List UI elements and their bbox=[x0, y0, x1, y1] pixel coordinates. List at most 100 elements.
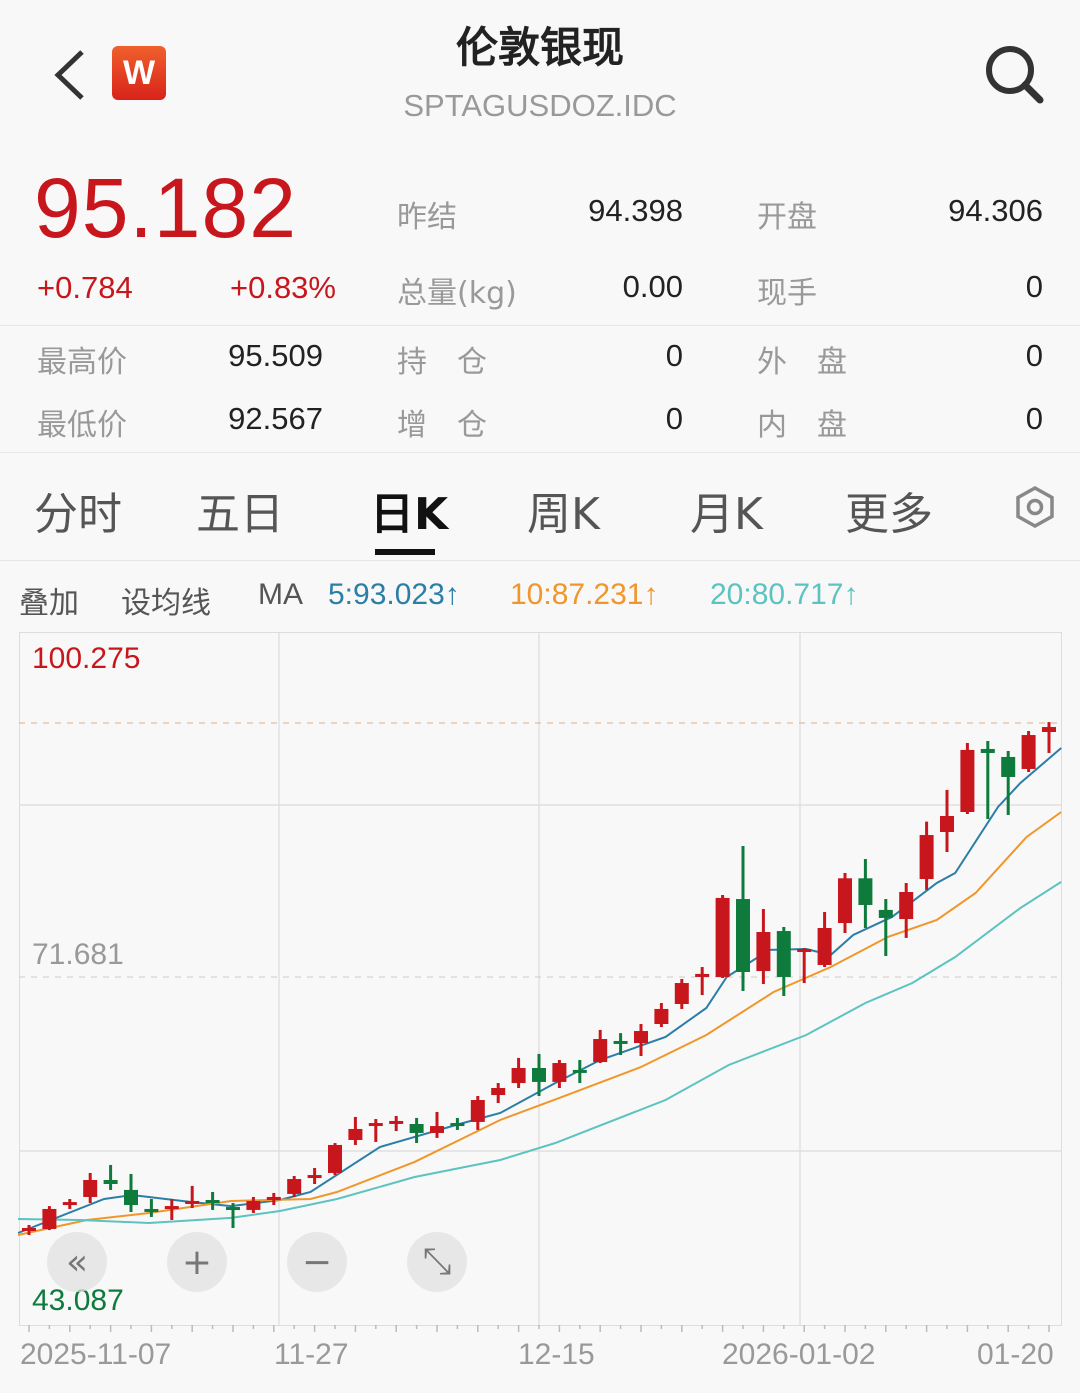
candle bbox=[572, 1060, 587, 1084]
candle bbox=[715, 895, 730, 978]
last-price: 95.182 bbox=[34, 161, 297, 255]
candle bbox=[42, 1206, 57, 1231]
candle-body bbox=[205, 1200, 220, 1203]
candle bbox=[164, 1199, 179, 1220]
candle bbox=[368, 1119, 383, 1142]
x-axis-label: 2026-01-02 bbox=[722, 1338, 876, 1371]
tab-more[interactable]: 更多 bbox=[845, 489, 933, 540]
candle-body bbox=[511, 1068, 526, 1084]
scroll-left-button[interactable]: « bbox=[47, 1232, 107, 1292]
candle bbox=[919, 821, 934, 890]
candle-body bbox=[858, 878, 873, 905]
ma-label: MA bbox=[258, 578, 303, 611]
candle-body bbox=[776, 931, 791, 977]
candle bbox=[226, 1203, 240, 1228]
candle bbox=[980, 740, 995, 820]
candle-body bbox=[1021, 735, 1036, 769]
candle bbox=[185, 1185, 200, 1208]
zoom-in-button[interactable]: + bbox=[167, 1232, 227, 1292]
stat-value-high: 95.509 bbox=[228, 338, 323, 373]
candles bbox=[22, 722, 1056, 1236]
candle bbox=[450, 1117, 465, 1130]
candle bbox=[1021, 731, 1036, 772]
stat-label-inner: 内 盘 bbox=[757, 408, 847, 443]
candle-body bbox=[715, 897, 730, 977]
divider bbox=[0, 325, 1080, 326]
candle bbox=[389, 1116, 404, 1132]
tab-weekly-k[interactable]: 周K bbox=[527, 489, 600, 540]
candle-body bbox=[103, 1180, 118, 1184]
y-axis-max-label: 100.275 bbox=[32, 642, 141, 675]
candle-body bbox=[307, 1175, 322, 1179]
candle-body bbox=[328, 1144, 342, 1173]
stat-label-outer: 外 盘 bbox=[757, 345, 847, 380]
candle bbox=[593, 1029, 608, 1064]
candle-body bbox=[22, 1228, 36, 1232]
zoom-out-minus-icon: − bbox=[301, 1241, 333, 1283]
candle-body bbox=[736, 899, 750, 972]
candle-body bbox=[695, 973, 710, 977]
candle bbox=[62, 1199, 77, 1209]
candle-body bbox=[368, 1123, 383, 1127]
candle-body bbox=[797, 948, 812, 952]
active-tab-indicator bbox=[375, 549, 435, 555]
candle-body bbox=[940, 816, 954, 832]
stat-value-oi-change: 0 bbox=[665, 401, 683, 436]
stat-value-open-interest: 0 bbox=[665, 338, 683, 373]
candle-body bbox=[348, 1128, 363, 1140]
fullscreen-button[interactable]: ⤡ bbox=[407, 1232, 467, 1292]
candle-body bbox=[246, 1200, 261, 1210]
zoom-out-button[interactable]: − bbox=[287, 1232, 347, 1292]
candle-body bbox=[878, 909, 893, 918]
candle-body bbox=[450, 1123, 465, 1127]
candle bbox=[878, 899, 893, 956]
candle-body bbox=[409, 1124, 424, 1133]
ma5-value: 5:93.023↑ bbox=[328, 578, 460, 611]
candle-body bbox=[756, 932, 771, 972]
back-button[interactable] bbox=[50, 48, 90, 102]
fullscreen-expand-icon: ⤡ bbox=[422, 1241, 452, 1282]
candle-body bbox=[83, 1180, 98, 1197]
stat-label-volume: 总量(kg) bbox=[397, 276, 517, 311]
candle bbox=[695, 967, 710, 996]
x-axis-ticks bbox=[28, 1325, 1050, 1332]
candle bbox=[348, 1116, 363, 1145]
candle bbox=[22, 1224, 36, 1236]
tab-five-day[interactable]: 五日 bbox=[196, 489, 284, 540]
stat-label-low: 最低价 bbox=[37, 408, 127, 443]
candle-body bbox=[919, 835, 934, 880]
tab-intraday[interactable]: 分时 bbox=[34, 489, 122, 540]
candle bbox=[124, 1173, 138, 1212]
candle-body bbox=[470, 1100, 485, 1122]
stat-value-prev-settle: 94.398 bbox=[588, 193, 683, 228]
candle-body bbox=[226, 1207, 240, 1211]
candle bbox=[532, 1053, 546, 1096]
divider bbox=[0, 452, 1080, 453]
candle-body bbox=[144, 1208, 159, 1212]
candle bbox=[960, 743, 975, 815]
candle-body bbox=[532, 1068, 546, 1082]
double-chevron-left-icon: « bbox=[65, 1241, 89, 1283]
candle-body bbox=[389, 1120, 404, 1124]
set-ma-button[interactable]: 设均线 bbox=[121, 586, 211, 621]
stat-label-last-lot: 现手 bbox=[757, 276, 817, 311]
candle-body bbox=[552, 1063, 567, 1082]
overlay-button[interactable]: 叠加 bbox=[19, 586, 79, 621]
candle bbox=[83, 1172, 98, 1204]
tab-monthly-k[interactable]: 月K bbox=[690, 489, 763, 540]
chart-settings-button[interactable] bbox=[1014, 485, 1056, 529]
candle-body bbox=[980, 748, 995, 753]
ma10-value: 10:87.231↑ bbox=[510, 578, 659, 611]
candle bbox=[858, 859, 873, 928]
hexagon-gear-icon bbox=[1016, 485, 1054, 529]
symbol-code: SPTAGUSDOZ.IDC bbox=[403, 88, 677, 123]
candle bbox=[266, 1192, 281, 1205]
stat-label-open: 开盘 bbox=[757, 200, 817, 235]
tab-daily-k[interactable]: 日K bbox=[370, 489, 449, 540]
x-axis-label: 01-20 bbox=[977, 1338, 1054, 1371]
logo-text: W bbox=[122, 54, 156, 92]
stat-value-low: 92.567 bbox=[228, 401, 323, 436]
candle-body bbox=[613, 1040, 628, 1044]
search-button[interactable] bbox=[982, 42, 1046, 106]
